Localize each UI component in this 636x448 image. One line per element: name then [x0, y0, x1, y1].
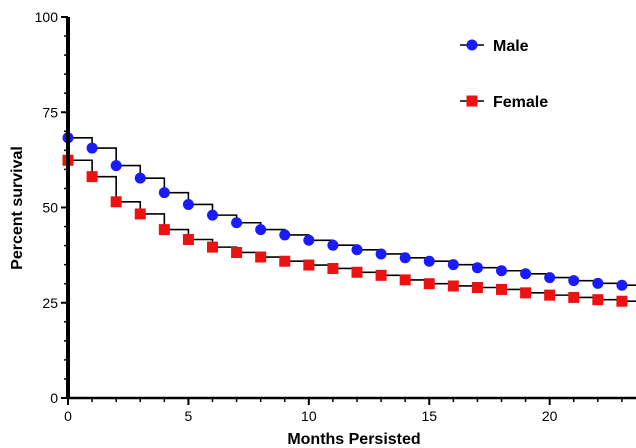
female-point [375, 269, 387, 281]
female-point [279, 255, 291, 267]
y-tick-label: 50 [42, 200, 58, 216]
x-tick-label: 5 [185, 408, 193, 424]
male-point [255, 224, 267, 236]
y-axis-ticks: 0 25 50 75 100 [35, 9, 68, 406]
male-point [134, 172, 146, 184]
female-point [327, 262, 339, 274]
legend-male-marker [466, 39, 478, 51]
male-point [158, 187, 170, 199]
female-point [544, 289, 556, 301]
male-point [207, 209, 218, 221]
female-point [110, 196, 122, 208]
female-point [303, 259, 315, 271]
female-point [616, 295, 628, 307]
male-point [568, 275, 580, 287]
legend: Male Female [460, 38, 548, 111]
male-point [231, 217, 243, 229]
y-tick-label: 0 [50, 390, 58, 406]
x-tick-label: 15 [421, 408, 437, 424]
male-point [86, 142, 98, 154]
female-point [255, 251, 267, 263]
x-tick-label: 0 [64, 408, 72, 424]
series-layer [62, 17, 636, 307]
x-tick-label: 10 [301, 408, 317, 424]
female-point [592, 294, 604, 306]
y-tick-label: 100 [35, 9, 59, 25]
male-step-line [67, 17, 636, 287]
female-step-line [67, 17, 636, 303]
female-point [423, 278, 435, 290]
legend-female-marker [466, 95, 478, 107]
female-point [86, 171, 98, 183]
male-point [616, 279, 628, 291]
x-axis-title: Months Persisted [287, 431, 420, 448]
male-point [110, 160, 122, 172]
y-tick-label: 75 [42, 104, 58, 120]
female-point [496, 283, 507, 295]
female-point [231, 246, 243, 258]
male-point [182, 198, 194, 210]
male-point [303, 234, 315, 246]
y-tick-label: 25 [42, 295, 58, 311]
male-point [279, 229, 291, 241]
female-point [158, 224, 170, 236]
female-point [182, 234, 194, 246]
female-point [134, 208, 146, 220]
female-point [568, 291, 580, 303]
male-point [423, 255, 435, 267]
male-point [471, 262, 483, 274]
female-point [399, 274, 411, 286]
female-point [447, 280, 459, 292]
female-point [520, 287, 532, 299]
legend-female-label: Female [493, 94, 548, 111]
legend-male-label: Male [493, 38, 529, 55]
male-point [375, 248, 387, 260]
male-point [544, 272, 556, 284]
male-point [496, 265, 507, 277]
male-point [351, 244, 363, 256]
female-point [351, 266, 363, 278]
male-point [592, 277, 604, 289]
female-point [207, 241, 218, 253]
female-point [471, 282, 483, 294]
y-axis-title: Percent survival [9, 146, 26, 270]
x-axis-ticks: 0 5 10 15 20 [64, 398, 623, 424]
male-point [520, 268, 532, 280]
male-point [447, 259, 459, 271]
male-point [327, 239, 339, 251]
x-tick-label: 20 [542, 408, 558, 424]
male-point [399, 252, 411, 264]
